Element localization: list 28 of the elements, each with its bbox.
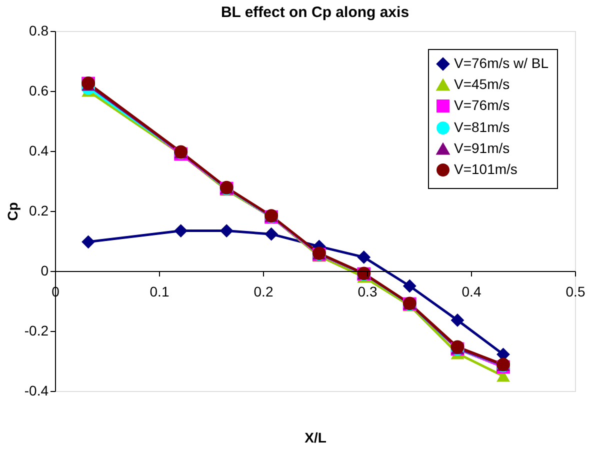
legend-label: V=91m/s	[454, 140, 510, 156]
y-tick-label: 0.8	[29, 22, 49, 38]
legend-label: V=45m/s	[454, 76, 510, 92]
x-axis-title: X/L	[304, 430, 327, 446]
y-tick-label: -0.4	[24, 382, 49, 398]
legend-label: V=76m/s	[454, 97, 510, 113]
point	[220, 224, 234, 238]
chart-title: BL effect on Cp along axis	[220, 4, 410, 21]
x-tick-label: 0.2	[254, 284, 274, 300]
point	[357, 250, 371, 264]
legend-label: V=76m/s w/ BL	[454, 55, 549, 71]
legend-label: V=101m/s	[454, 161, 518, 177]
y-tick-label: 0.4	[29, 142, 49, 158]
y-tick-label: 0.2	[29, 202, 49, 218]
y-axis-title: Cp	[4, 202, 20, 221]
point	[82, 235, 95, 249]
point	[402, 279, 416, 293]
x-tick-label: 0.1	[150, 284, 170, 300]
x-tick-label: 0.3	[358, 284, 378, 300]
y-tick-label: 0.6	[29, 82, 49, 98]
point	[174, 224, 188, 238]
point	[450, 313, 464, 327]
y-tick-label: -0.2	[24, 322, 49, 338]
x-tick-label: 0.5	[566, 284, 586, 300]
y-tick-label: 0	[40, 262, 49, 278]
x-tick-label: 0.4	[462, 284, 482, 300]
point	[264, 227, 278, 241]
legend-label: V=81m/s	[454, 119, 510, 135]
